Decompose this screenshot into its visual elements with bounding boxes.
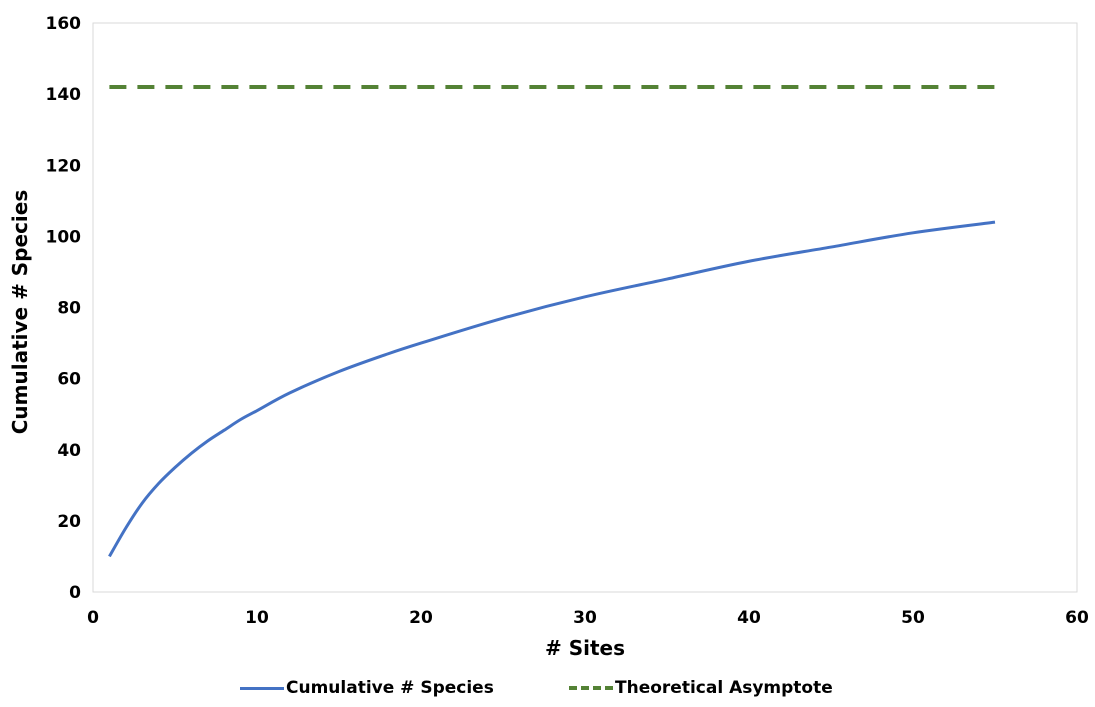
- y-tick-label: 60: [57, 370, 81, 390]
- y-tick-label: 140: [46, 85, 82, 105]
- x-tick-label: 0: [87, 608, 99, 628]
- x-tick-label: 40: [737, 608, 761, 628]
- y-tick-label: 20: [57, 512, 81, 532]
- x-tick-label: 60: [1065, 608, 1089, 628]
- legend-swatch-dashed: [569, 686, 613, 690]
- y-tick-label: 0: [69, 583, 81, 603]
- legend-item-cumulative-species: Cumulative # Species: [240, 678, 494, 698]
- y-tick-label: 100: [46, 227, 82, 247]
- plot-area-border: [92, 22, 1078, 593]
- x-tick-label: 20: [409, 608, 433, 628]
- y-axis-ticks: 0 20 40 60 80 100 120 140 160: [46, 14, 82, 603]
- chart: 0 20 40 60 80 100 120 140 160 0 10 20 30 40 50 60 # Si…: [8, 14, 1089, 660]
- x-tick-label: 50: [901, 608, 925, 628]
- x-axis-ticks: 0 10 20 30 40 50 60: [87, 608, 1089, 628]
- legend-item-theoretical-asymptote: Theoretical Asymptote: [569, 678, 833, 698]
- y-tick-label: 80: [57, 299, 81, 319]
- series-layer: [108, 85, 996, 558]
- y-tick-label: 160: [46, 14, 82, 34]
- x-tick-label: 10: [245, 608, 269, 628]
- legend-label: Theoretical Asymptote: [615, 678, 833, 698]
- x-tick-label: 30: [573, 608, 597, 628]
- legend: Cumulative # Species Theoretical Asympto…: [0, 678, 1095, 704]
- series-line-cumulative-species: [108, 220, 996, 558]
- y-tick-label: 120: [46, 156, 82, 176]
- legend-label: Cumulative # Species: [286, 678, 494, 698]
- legend-swatch-solid: [240, 686, 284, 690]
- y-tick-label: 40: [57, 441, 81, 461]
- x-axis-title: # Sites: [545, 636, 625, 660]
- y-axis-title: Cumulative # Species: [8, 190, 32, 435]
